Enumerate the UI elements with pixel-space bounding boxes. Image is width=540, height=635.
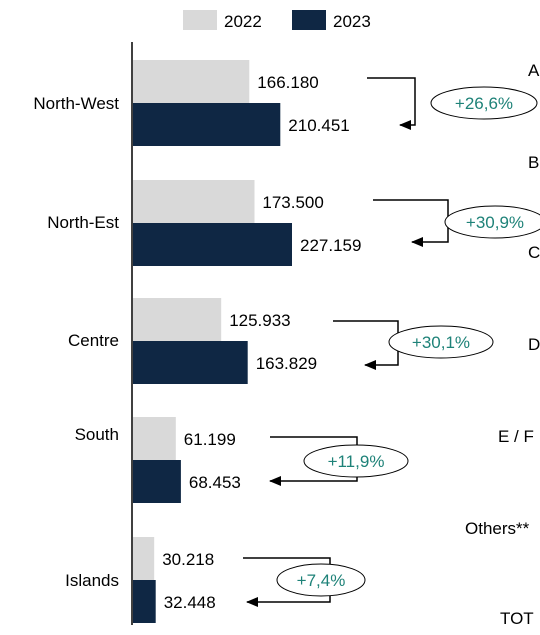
- right-fragment-c: C: [528, 243, 540, 262]
- legend-label-2023: 2023: [333, 12, 371, 31]
- right-fragment-b: B: [528, 153, 539, 172]
- value-label-2023-north-est: 227.159: [300, 236, 361, 255]
- value-label-2022-north-est: 173.500: [262, 193, 323, 212]
- bar-2023-centre: [133, 341, 248, 384]
- category-label-north-west: North-West: [33, 94, 119, 113]
- right-fragment-others: Others**: [465, 519, 530, 538]
- change-connector-centre: [333, 320, 399, 370]
- change-bubble-south: [303, 444, 409, 478]
- right-fragment-a: A: [528, 61, 540, 80]
- change-bubble-islands: [276, 563, 366, 597]
- legend: 2022 2023: [183, 10, 371, 31]
- value-labels-2023: 210.451 227.159 163.829 68.453 32.448: [164, 116, 362, 612]
- category-label-north-est: North-Est: [47, 213, 119, 232]
- bars-2022: [133, 60, 255, 580]
- change-bubble-north-est: [444, 205, 540, 239]
- value-label-2023-centre: 163.829: [256, 354, 317, 373]
- value-label-2022-centre: 125.933: [229, 311, 290, 330]
- change-label-centre: +30,1%: [412, 333, 470, 352]
- bar-2022-north-est: [133, 180, 255, 223]
- change-label-north-west: +26,6%: [455, 94, 513, 113]
- change-label-islands: +7,4%: [297, 571, 346, 590]
- value-label-2023-islands: 32.448: [164, 593, 216, 612]
- change-connector-north-est: [373, 199, 449, 247]
- legend-label-2022: 2022: [224, 12, 262, 31]
- category-label-centre: Centre: [68, 331, 119, 350]
- bar-2023-islands: [133, 580, 156, 623]
- change-bubble-centre: [388, 325, 494, 359]
- value-label-2023-north-west: 210.451: [288, 116, 349, 135]
- bar-2022-south: [133, 417, 176, 460]
- legend-swatch-2022: [183, 10, 217, 30]
- right-side-fragments: A B C D E / F Others** TOT: [465, 61, 540, 628]
- bar-2023-north-west: [133, 103, 281, 146]
- change-bubble-north-west: [430, 86, 538, 120]
- right-fragment-e-f: E / F: [498, 427, 534, 446]
- bars-2023: [133, 103, 292, 623]
- bar-2023-north-est: [133, 223, 292, 266]
- change-label-north-est: +30,9%: [466, 213, 524, 232]
- bar-2022-north-west: [133, 60, 250, 103]
- change-connector-north-west: [367, 77, 416, 130]
- bar-2022-centre: [133, 298, 222, 341]
- change-bubbles: +26,6% +30,9% +30,1% +11,9% +7,4%: [276, 86, 540, 597]
- category-labels: North-West North-Est Centre South Island…: [33, 94, 119, 590]
- right-fragment-d: D: [528, 335, 540, 354]
- value-label-2022-north-west: 166.180: [257, 73, 318, 92]
- change-label-south: +11,9%: [328, 452, 385, 471]
- value-label-2022-south: 61.199: [184, 430, 236, 449]
- category-label-islands: Islands: [65, 571, 119, 590]
- bar-2023-south: [133, 460, 181, 503]
- legend-swatch-2023: [292, 10, 326, 30]
- right-fragment-tot: TOT: [500, 609, 534, 628]
- bar-2022-islands: [133, 537, 155, 580]
- value-labels-2022: 166.180 173.500 125.933 61.199 30.218: [162, 73, 324, 569]
- value-label-2022-islands: 30.218: [162, 550, 214, 569]
- value-label-2023-south: 68.453: [189, 473, 241, 492]
- category-label-south: South: [75, 425, 119, 444]
